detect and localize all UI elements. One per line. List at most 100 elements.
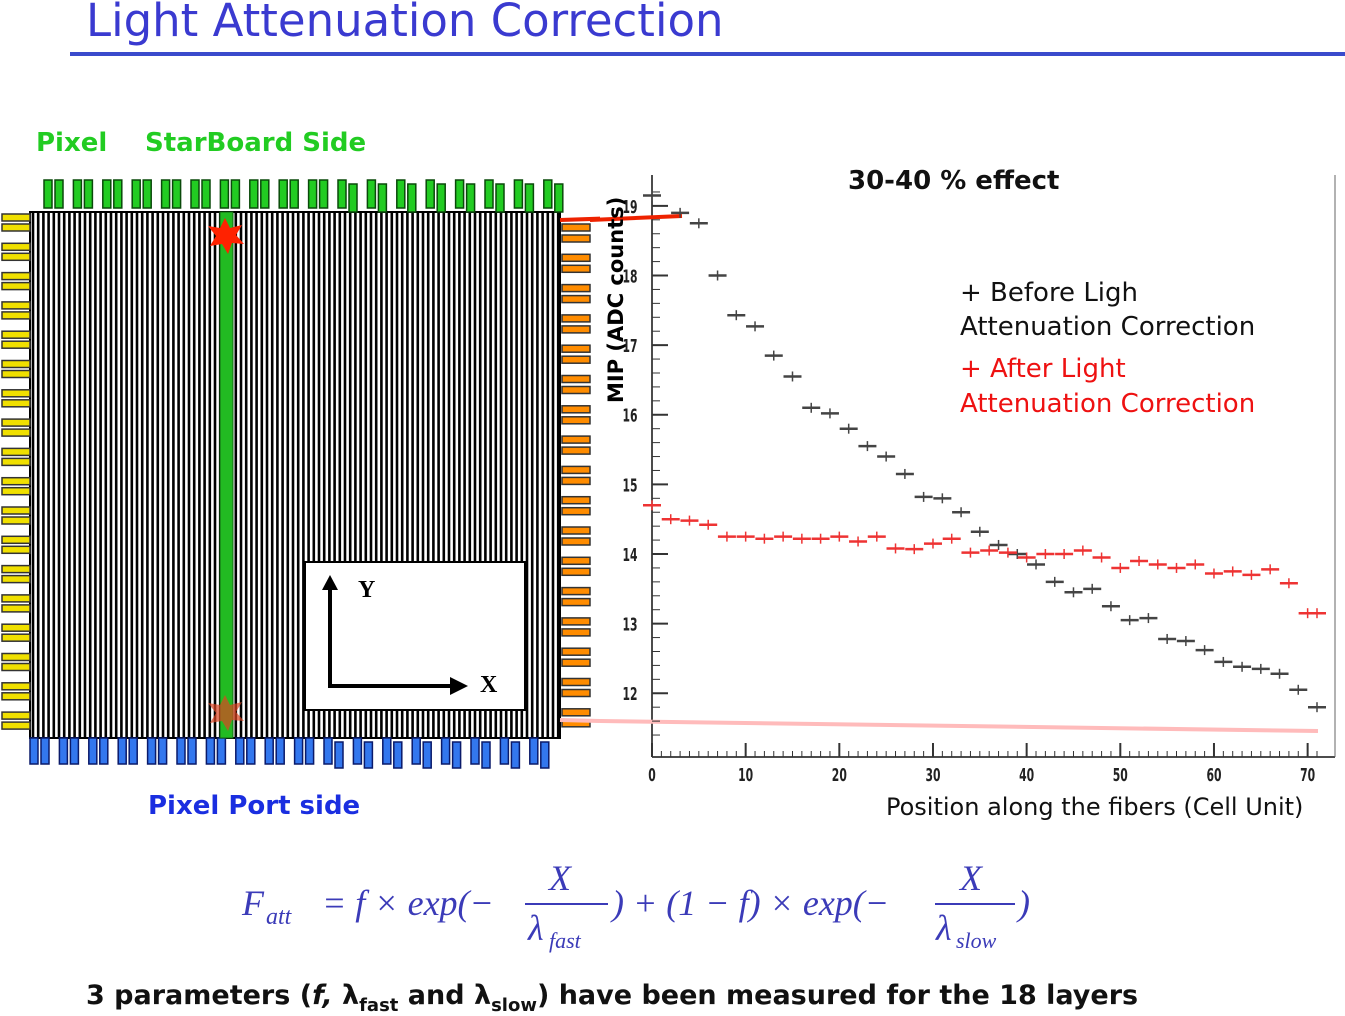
x-tick-label: 40 (1019, 765, 1034, 786)
x-tick-label: 20 (832, 765, 847, 786)
left-pixel (1, 311, 31, 320)
left-pixel (1, 213, 31, 222)
port-pixel (246, 737, 256, 765)
right-pixel (561, 526, 591, 535)
port-hit-marker (208, 695, 244, 731)
left-pixel (1, 476, 31, 486)
left-pixel (1, 486, 31, 496)
right-pixel (561, 567, 591, 577)
port-pixel (29, 737, 39, 765)
left-pixel (1, 330, 31, 339)
note-prefix: 3 parameters ( (86, 980, 313, 1011)
x-tick-label: 50 (1113, 765, 1128, 786)
starboard-pixel (230, 179, 241, 209)
left-pixel (1, 574, 31, 584)
note-lambda-2: λ (473, 980, 492, 1011)
starboard-pixel (142, 179, 152, 209)
port-pixel (264, 737, 274, 765)
starboard-pixel (72, 179, 83, 209)
right-pixel (561, 325, 591, 334)
port-pixel (422, 741, 432, 769)
port-pixel (205, 737, 216, 765)
x-ticks: 0 10 20 30 40 50 60 70 (648, 743, 1318, 786)
starboard-pixel (83, 179, 94, 209)
right-pixel (561, 658, 591, 667)
right-pixel (561, 385, 591, 395)
port-pixel (529, 737, 539, 765)
y-tick-label: 18 (622, 267, 637, 288)
port-pixel (40, 737, 50, 765)
chart-link-lines (590, 214, 1319, 733)
right-pixel (561, 465, 591, 475)
formula-x-num2: X (958, 858, 984, 898)
starboard-pixel (366, 179, 377, 209)
right-pixel (561, 586, 591, 596)
left-pixel (1, 604, 31, 613)
y-tick-label: 14 (622, 545, 637, 566)
starboard-pixel (337, 179, 347, 209)
page-title: Light Attenuation Correction (86, 0, 724, 47)
note-fast-subscript: fast (359, 995, 399, 1016)
attenuation-formula: F att = f × exp(− X λ fast ) + (1 − f) ×… (241, 858, 1030, 953)
y-tick-label: 12 (622, 684, 637, 705)
right-pixel (561, 435, 591, 444)
x-axis-label: Position along the fibers (Cell Unit) (886, 793, 1304, 821)
port-pixel (304, 737, 315, 765)
left-pixel (1, 301, 31, 310)
left-pixel (1, 652, 31, 662)
note-lambda-1: λ (332, 980, 360, 1011)
port-pixel (117, 737, 127, 765)
port-pixel (334, 741, 344, 769)
formula-slow-subscript: slow (956, 928, 997, 953)
left-pixel (1, 447, 31, 457)
starboard-link-line (559, 216, 600, 222)
port-pixel (293, 737, 304, 765)
starboard-pixel (465, 183, 476, 213)
starboard-pixel (513, 179, 524, 209)
starboard-pixel (171, 179, 182, 209)
port-pixel (540, 741, 550, 769)
left-pixel (1, 633, 31, 642)
left-pixel (1, 682, 31, 691)
port-pixel (451, 741, 462, 769)
port-pixel (382, 737, 392, 765)
left-pixel (1, 428, 31, 437)
starboard-pixel (554, 183, 564, 213)
right-pixel (561, 223, 591, 232)
left-pixel (1, 516, 31, 525)
left-pixel (1, 340, 31, 349)
starboard-pixel (377, 183, 388, 213)
formula-close: ) (1016, 883, 1030, 923)
formula-lambda-slow: λ (935, 908, 952, 948)
axis-x-label: X (480, 672, 498, 698)
right-pixel (561, 234, 591, 243)
starboard-pixel (524, 183, 535, 213)
left-pixel-column (1, 213, 31, 730)
right-pixel (561, 344, 591, 353)
starboard-pixel (113, 179, 123, 209)
y-tick-label: 19 (622, 197, 637, 218)
x-tick-label: 60 (1206, 765, 1221, 786)
starboard-pixel (43, 179, 53, 209)
left-pixel (1, 535, 31, 545)
left-pixel (1, 389, 31, 398)
starboard-pixel (278, 179, 288, 209)
formula-att-subscript: att (266, 904, 293, 930)
starboard-pixel (495, 183, 505, 213)
right-pixel (561, 446, 591, 455)
starboard-pixel (543, 179, 553, 209)
port-pixel (176, 737, 186, 765)
legend-before-line2: Attenuation Correction (960, 312, 1256, 342)
formula-x-num1: X (547, 858, 573, 898)
right-pixel (561, 597, 591, 607)
port-pixel (323, 737, 333, 765)
x-tick-label: 0 (648, 765, 656, 786)
legend-before-line1: + Before Ligh (960, 278, 1139, 308)
starboard-pixel (219, 179, 230, 209)
left-pixel (1, 399, 31, 408)
starboard-pixel (289, 179, 299, 209)
left-pixel (1, 545, 31, 555)
port-pixel (470, 737, 480, 765)
right-pixel (561, 253, 591, 263)
port-pixel (440, 737, 451, 765)
